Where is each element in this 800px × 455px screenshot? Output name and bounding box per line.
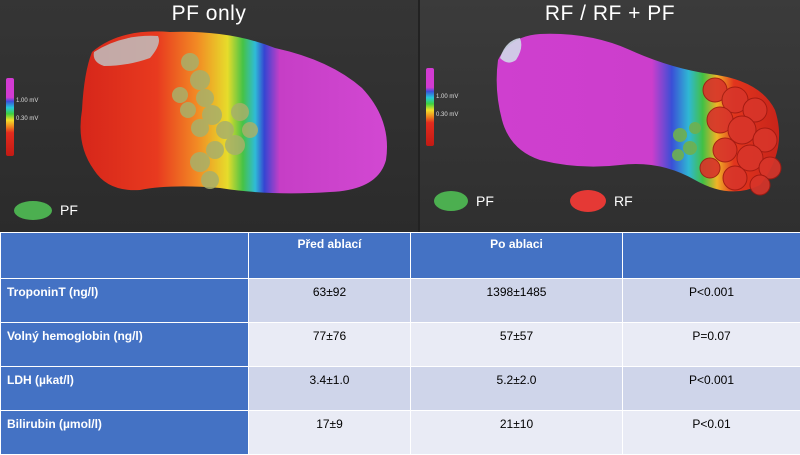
p-value: P=0.07 bbox=[623, 323, 800, 367]
table-row: Bilirubin (µmol/l) 17±9 21±10 P<0.01 bbox=[1, 411, 800, 455]
p-value: P<0.001 bbox=[623, 367, 800, 411]
table-row: Volný hemoglobin (ng/l) 77±76 57±57 P=0.… bbox=[1, 323, 800, 367]
value-after: 5.2±2.0 bbox=[411, 367, 623, 411]
value-after: 21±10 bbox=[411, 411, 623, 455]
legend-rf-label: RF bbox=[614, 193, 633, 209]
value-after: 57±57 bbox=[411, 323, 623, 367]
table-row: LDH (µkat/l) 3.4±1.0 5.2±2.0 P<0.001 bbox=[1, 367, 800, 411]
legend-pf-label: PF bbox=[60, 202, 78, 218]
header-after-ablation: Po ablaci bbox=[411, 233, 623, 279]
value-before: 63±92 bbox=[249, 279, 411, 323]
header-p-value bbox=[623, 233, 800, 279]
map-panel-rf-pf: RF / RF + PF 1.00 mV 0.30 mV bbox=[420, 0, 800, 232]
p-value: P<0.001 bbox=[623, 279, 800, 323]
legend-pf-dot bbox=[14, 201, 52, 220]
value-before: 77±76 bbox=[249, 323, 411, 367]
row-label: LDH (µkat/l) bbox=[1, 367, 249, 411]
header-before-ablation: Před ablací bbox=[249, 233, 411, 279]
value-before: 3.4±1.0 bbox=[249, 367, 411, 411]
row-label: Volný hemoglobin (ng/l) bbox=[1, 323, 249, 367]
legend-rf-dot bbox=[570, 190, 606, 212]
lab-values-table: Před ablací Po ablaci TroponinT (ng/l) 6… bbox=[0, 232, 800, 455]
p-value: P<0.01 bbox=[623, 411, 800, 455]
legend-pf-label: PF bbox=[476, 193, 494, 209]
row-label: Bilirubin (µmol/l) bbox=[1, 411, 249, 455]
header-empty bbox=[1, 233, 249, 279]
table-header-row: Před ablací Po ablaci bbox=[1, 233, 800, 279]
row-label: TroponinT (ng/l) bbox=[1, 279, 249, 323]
legend-pf-dot bbox=[434, 191, 468, 211]
value-after: 1398±1485 bbox=[411, 279, 623, 323]
map-panel-pf-only: PF only 1.00 mV 0.30 mV bbox=[0, 0, 418, 232]
table-row: TroponinT (ng/l) 63±92 1398±1485 P<0.001 bbox=[1, 279, 800, 323]
value-before: 17±9 bbox=[249, 411, 411, 455]
voltage-map-pf-only bbox=[0, 0, 418, 232]
